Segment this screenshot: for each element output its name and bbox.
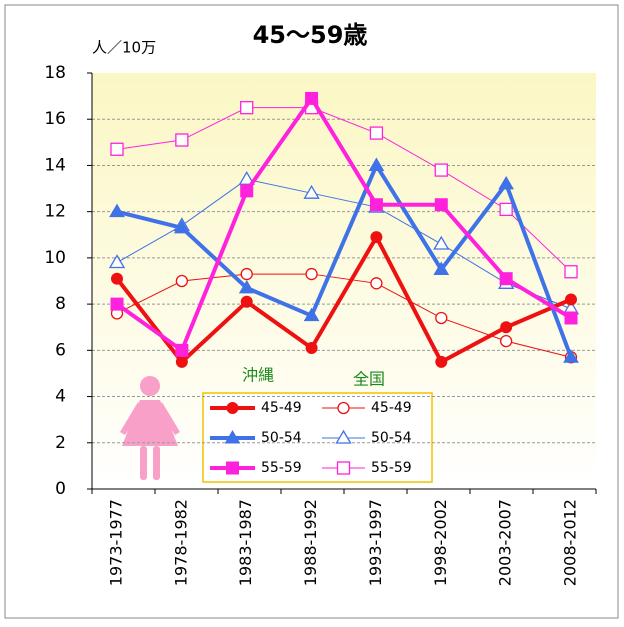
marker (335, 429, 352, 444)
series (111, 231, 577, 368)
marker (238, 171, 255, 185)
marker (498, 175, 515, 190)
series (108, 171, 580, 315)
legend-label: 55-59 (371, 460, 412, 476)
marker (303, 307, 320, 322)
marker (336, 461, 351, 475)
series (109, 157, 579, 363)
marker (303, 184, 320, 199)
marker (305, 342, 318, 355)
x-tick-label: 1993-1997 (366, 499, 385, 586)
marker (175, 274, 189, 288)
marker (434, 163, 448, 177)
chart-title: 45～59歳 (253, 21, 368, 49)
marker (110, 142, 124, 156)
x-tick-label: 2008-2012 (561, 499, 580, 586)
legend-label: 45-49 (371, 400, 412, 416)
legend-label: 50-54 (371, 430, 412, 446)
marker (499, 202, 513, 217)
marker (369, 126, 384, 140)
marker (435, 311, 448, 325)
marker (499, 334, 513, 348)
marker (240, 101, 254, 115)
legend-group-title: 沖縄 (242, 366, 274, 385)
marker (175, 355, 188, 368)
marker (111, 272, 123, 285)
woman-icon (120, 376, 180, 480)
y-tick-label: 14 (44, 155, 66, 175)
y-tick-label: 18 (44, 63, 66, 83)
marker (370, 231, 383, 244)
marker (564, 311, 578, 325)
y-tick-label: 8 (55, 294, 66, 314)
y-unit-label: 人／10万 (92, 39, 156, 57)
marker (499, 272, 513, 286)
y-tick-label: 4 (55, 387, 66, 407)
marker (565, 293, 577, 306)
marker (433, 261, 450, 275)
series-line (115, 232, 572, 365)
legend-label: 45-49 (261, 400, 302, 416)
x-tick-label: 1988-1992 (301, 499, 320, 586)
legend-group-title: 全国 (353, 370, 385, 389)
marker (563, 349, 579, 363)
marker (108, 254, 126, 269)
marker (370, 277, 383, 290)
series-line (116, 161, 573, 358)
marker (240, 184, 254, 198)
marker (238, 279, 255, 294)
marker (175, 133, 189, 147)
legend-label: 55-59 (261, 460, 302, 476)
y-tick-label: 16 (44, 109, 66, 129)
marker (433, 235, 450, 250)
y-tick-label: 6 (55, 340, 66, 360)
x-tick-label: 1973-1977 (107, 499, 126, 586)
marker (435, 355, 448, 368)
marker (175, 343, 189, 357)
x-tick-label: 1978-1982 (171, 499, 190, 586)
series-line (116, 273, 572, 358)
series (110, 101, 578, 279)
marker (368, 157, 385, 171)
series-line (116, 178, 572, 310)
marker (224, 430, 241, 444)
marker (240, 267, 253, 281)
marker (500, 321, 513, 334)
y-tick-label: 2 (55, 433, 66, 453)
marker (226, 461, 239, 475)
marker (369, 198, 383, 212)
x-tick-label: 1983-1987 (236, 499, 255, 586)
y-tick-label: 12 (44, 202, 66, 222)
marker (305, 267, 318, 281)
x-tick-label: 2003-2007 (496, 499, 515, 586)
y-tick-label: 0 (55, 479, 66, 499)
marker (110, 297, 124, 311)
x-tick-label: 1998-2002 (431, 499, 450, 586)
series (110, 91, 578, 357)
marker (564, 265, 578, 279)
y-tick-label: 10 (44, 248, 66, 268)
marker (337, 401, 350, 415)
marker (305, 91, 319, 105)
series-line (115, 94, 573, 354)
marker (434, 198, 448, 212)
marker (109, 203, 125, 218)
marker (226, 402, 239, 414)
marker (240, 295, 253, 308)
marker (173, 219, 190, 234)
legend-label: 50-54 (261, 430, 302, 446)
series-line (116, 107, 572, 273)
